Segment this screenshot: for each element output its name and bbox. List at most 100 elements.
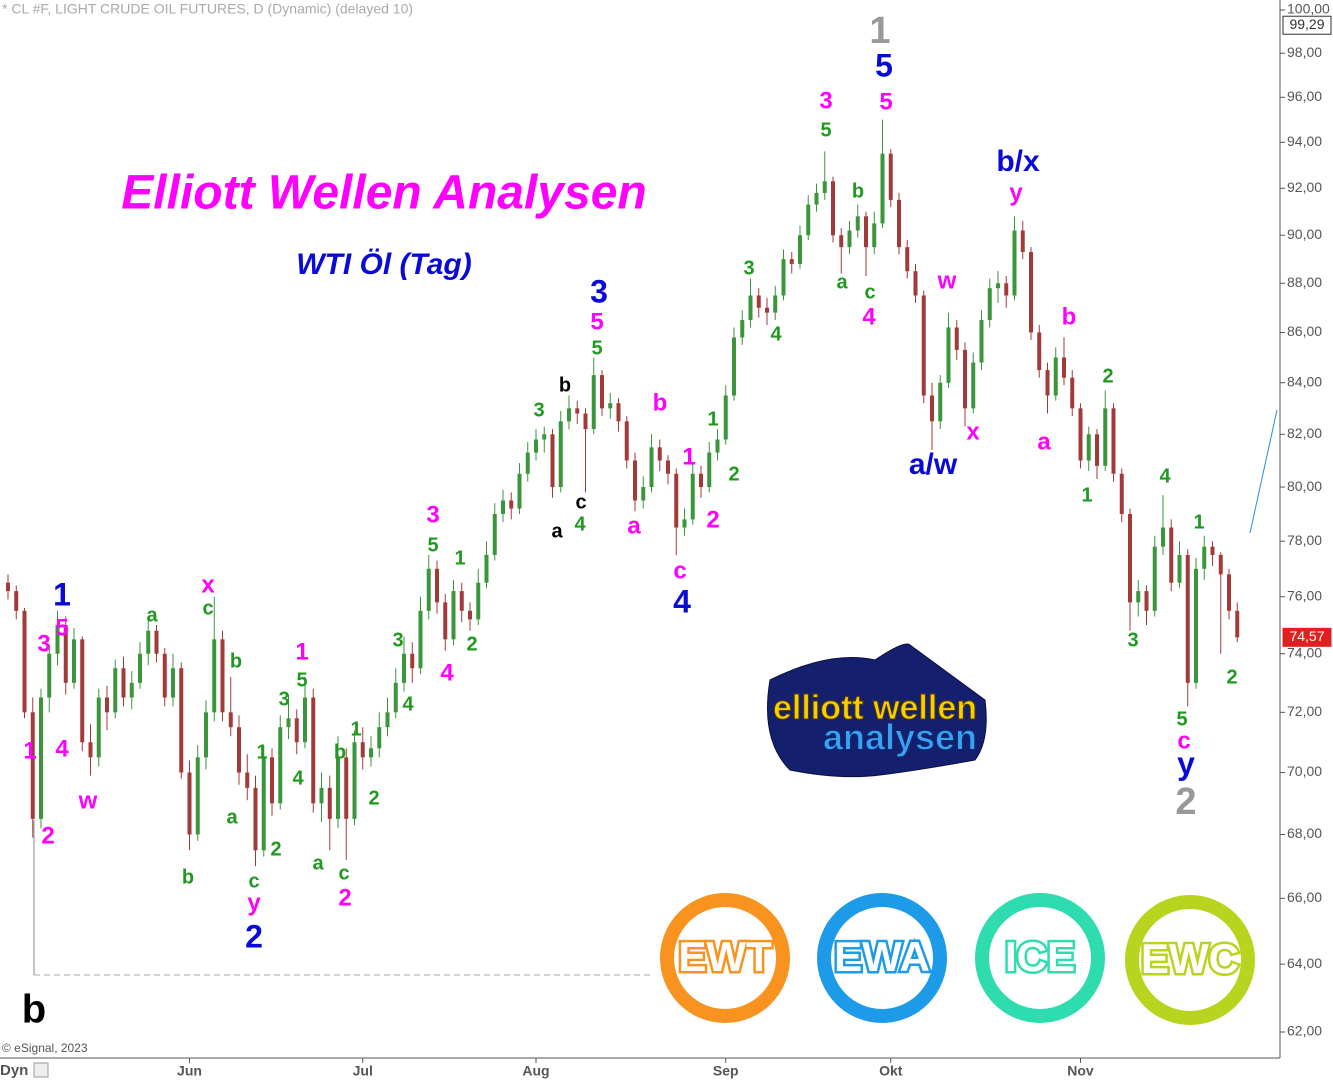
candle-body (105, 697, 109, 713)
price-label-box (1282, 15, 1332, 35)
candle-body (426, 568, 431, 611)
wave-label: 2 (728, 463, 739, 485)
candle-body (47, 653, 52, 698)
wave-label: b (334, 741, 346, 763)
candle-body (781, 259, 786, 296)
logo-line2: analysen (823, 717, 977, 758)
candle-body (1152, 546, 1157, 611)
wave-label: y (247, 889, 261, 916)
wave-label: 5 (55, 614, 68, 641)
candle-body (1062, 357, 1066, 378)
wave-label: b (230, 650, 242, 672)
candle-body (1078, 408, 1083, 461)
wave-label: 5 (1176, 708, 1187, 730)
x-tick-label: Sep (713, 1063, 739, 1079)
wave-label: 4 (1159, 465, 1171, 487)
candle-body (600, 375, 604, 409)
candle-body (6, 582, 10, 592)
candle-body (649, 447, 654, 488)
candle-body (311, 697, 316, 804)
wave-label: 1 (295, 638, 308, 665)
y-tick-label: 70,00 (1287, 763, 1322, 779)
candle-body (872, 223, 877, 248)
x-tick-label: Aug (522, 1063, 549, 1079)
dyn-icon (33, 1062, 49, 1078)
candle-body (278, 727, 283, 804)
candle-body (930, 395, 934, 422)
wave-label: 5 (875, 47, 893, 83)
wave-label: x (966, 418, 980, 445)
candle-body (303, 697, 307, 743)
candle-body (195, 757, 200, 835)
badge-ring (660, 893, 790, 1023)
candle-body (905, 247, 910, 272)
wave-label: 3 (819, 87, 832, 114)
copyright: © eSignal, 2023 (2, 1041, 88, 1055)
candle-body (39, 697, 43, 819)
candle-body (352, 742, 357, 819)
wave-label: x (201, 571, 215, 598)
candle-body (14, 591, 19, 611)
candle-body (204, 712, 208, 758)
wave-label: y (1009, 179, 1023, 206)
wave-label: 2 (706, 506, 719, 533)
logo-line1: elliott wellen (773, 689, 977, 727)
wave-label: 5 (591, 337, 602, 359)
wave-label: 4 (440, 659, 454, 686)
logo: elliott wellen analysen (767, 643, 987, 778)
wave-label: 4 (55, 735, 69, 762)
x-tick-label: Nov (1067, 1063, 1094, 1079)
wave-label: 1 (53, 576, 71, 612)
y-tick-label: 66,00 (1287, 889, 1322, 905)
price-label: 99,29 (1289, 16, 1324, 32)
candle-body (806, 204, 811, 236)
wave-label: 4 (574, 513, 586, 535)
candle-body (88, 742, 93, 758)
wave-label: c (864, 281, 875, 303)
candle-body (237, 727, 241, 773)
candle-body (253, 787, 258, 851)
candle-body (641, 487, 646, 501)
candle-body (740, 320, 745, 338)
y-tick-label: 62,00 (1287, 1023, 1322, 1039)
candle-body (789, 259, 794, 264)
wave-label: 3 (37, 630, 50, 657)
candle-body (468, 610, 472, 620)
candle-body (245, 772, 250, 788)
candle-body (393, 682, 398, 713)
candle-body (327, 787, 332, 819)
candle-body (558, 421, 563, 488)
candle-body (748, 295, 753, 321)
candle-body (377, 727, 382, 749)
candle-body (1103, 408, 1108, 466)
candle-body (1128, 513, 1132, 603)
price-label-box (1282, 627, 1332, 647)
candle-body (319, 787, 324, 804)
y-tick-label: 86,00 (1287, 323, 1322, 339)
candle-body (1086, 434, 1091, 461)
wave-label: b (1062, 303, 1077, 330)
wave-label: c (248, 870, 259, 892)
candle-body (294, 718, 299, 743)
wave-label: b (653, 389, 668, 416)
header: * CL #F, LIGHT CRUDE OIL FUTURES, D (Dyn… (2, 1, 413, 17)
wave-label: a (146, 604, 158, 626)
candle-body (1111, 408, 1116, 474)
candle-body (946, 327, 951, 383)
candle-body (583, 413, 588, 430)
y-tick-label: 82,00 (1287, 425, 1322, 441)
candle-body (987, 288, 992, 321)
wave-label: b (559, 374, 571, 396)
candle-body (996, 283, 1000, 289)
wave-label: 1 (1193, 511, 1204, 533)
wave-label: w (937, 267, 957, 294)
candle-body (756, 295, 761, 308)
wave-label: 1 (23, 737, 36, 764)
wave-label: 4 (402, 693, 414, 715)
wave-label: a (627, 512, 641, 539)
wave-label: 2 (245, 918, 263, 954)
wave-label: 3 (743, 257, 754, 279)
badge-text: EWA (834, 933, 930, 980)
wave-label: 4 (862, 303, 876, 330)
